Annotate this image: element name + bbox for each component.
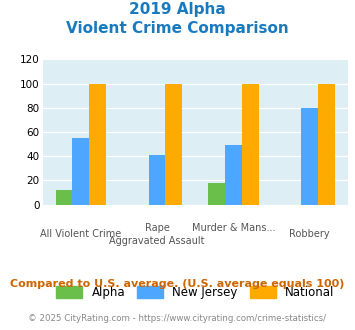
Bar: [149, 155, 165, 205]
Text: Rape: Rape: [144, 223, 170, 233]
Text: Violent Crime Comparison: Violent Crime Comparison: [66, 21, 289, 36]
Text: Aggravated Assault: Aggravated Assault: [109, 236, 205, 246]
Bar: [318, 83, 335, 205]
Bar: [225, 145, 242, 205]
Text: Compared to U.S. average. (U.S. average equals 100): Compared to U.S. average. (U.S. average …: [10, 279, 345, 289]
Bar: [242, 83, 258, 205]
Text: All Violent Crime: All Violent Crime: [40, 229, 121, 239]
Bar: [72, 138, 89, 205]
Text: 2019 Alpha: 2019 Alpha: [129, 2, 226, 16]
Bar: [301, 108, 318, 205]
Text: Murder & Mans...: Murder & Mans...: [192, 223, 275, 233]
Legend: Alpha, New Jersey, National: Alpha, New Jersey, National: [56, 286, 334, 299]
Bar: [165, 83, 182, 205]
Bar: [208, 183, 225, 205]
Text: © 2025 CityRating.com - https://www.cityrating.com/crime-statistics/: © 2025 CityRating.com - https://www.city…: [28, 314, 327, 323]
Bar: [89, 83, 106, 205]
Bar: [56, 190, 72, 205]
Text: Robbery: Robbery: [289, 229, 330, 239]
